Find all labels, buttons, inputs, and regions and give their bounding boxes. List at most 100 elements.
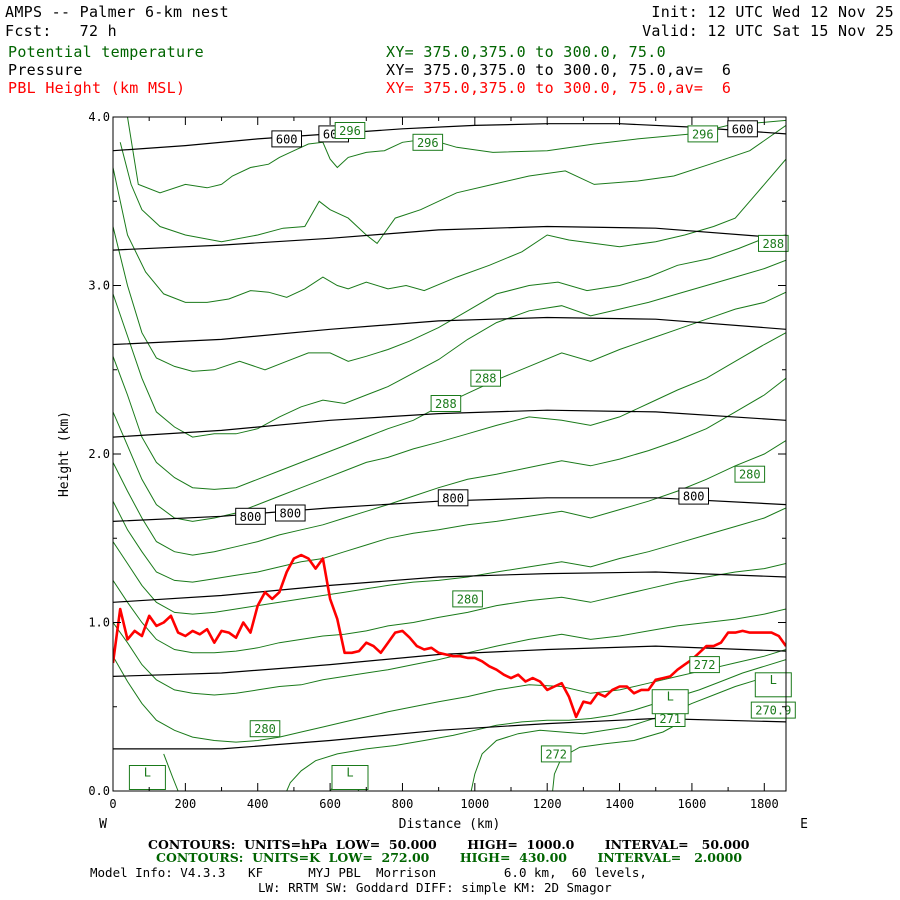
pressure-contour-line — [113, 409, 786, 438]
theta-contour-line — [113, 507, 786, 615]
pressure-label: 800 — [279, 507, 301, 521]
pressure-contour-line — [113, 316, 786, 346]
pressure-contour-line — [113, 645, 786, 677]
pbl-series — [113, 553, 786, 719]
theta-label: 280 — [457, 592, 479, 606]
y-tick-label: 1.0 — [88, 616, 110, 630]
pressure-label: 800 — [240, 510, 262, 524]
pressure-label: 800 — [683, 490, 705, 504]
forecast-hour: Fcst: 72 h — [5, 22, 117, 40]
low-marker-label: L — [770, 673, 777, 687]
low-marker-label: L — [667, 690, 674, 704]
pressure-label-box — [437, 489, 469, 507]
theta-label: 280 — [739, 468, 761, 482]
pressure-label: 600 — [732, 122, 754, 136]
theta-contour-line — [113, 291, 786, 490]
model-title: AMPS -- Palmer 6-km nest — [5, 3, 229, 21]
theta-label-box — [540, 745, 572, 763]
x-tick-label: 1200 — [533, 797, 562, 811]
theta-label: 296 — [692, 127, 714, 141]
x-tick-label: 1600 — [677, 797, 706, 811]
theta-contour-line — [163, 753, 179, 791]
theta-label: 296 — [339, 124, 361, 138]
y-tick-label: 3.0 — [88, 279, 110, 293]
y-tick-label: 4.0 — [88, 110, 110, 124]
valid-time: Valid: 12 UTC Sat 15 Nov 25 — [642, 22, 894, 40]
y-axis-label: Height (km) — [57, 411, 72, 497]
theta-label: 296 — [417, 136, 439, 150]
field-pbl-name: PBL Height (km MSL) — [8, 79, 186, 97]
theta-label-box — [452, 590, 483, 608]
low-marker-box — [754, 672, 792, 698]
pbl-height-line — [113, 553, 786, 719]
theta-label-box — [734, 465, 766, 483]
theta-contour-line — [113, 259, 786, 438]
theta-label: 288 — [475, 372, 497, 386]
theta-label: 272 — [545, 747, 567, 761]
x-tick-label: 1400 — [605, 797, 634, 811]
model-info: Model Info: V4.3.3 KF MYJ PBL Morrison 6… — [90, 865, 647, 880]
pressure-contour-line — [113, 225, 786, 251]
pressure-label-box — [275, 504, 306, 522]
theta-contour-line — [113, 226, 786, 372]
theta-label: 280 — [254, 722, 276, 736]
x-axis-label: Distance (km) — [399, 817, 501, 832]
theta-label-box — [758, 234, 789, 252]
x-tick-label: 1000 — [460, 797, 489, 811]
theta-label-box — [689, 656, 720, 674]
x-tick-label: 400 — [247, 797, 269, 811]
pressure-label-box — [271, 130, 302, 148]
low-marker-label: L — [346, 766, 353, 780]
theta-label-box — [470, 369, 501, 387]
theta-label: 272 — [694, 658, 716, 672]
low-marker-label: L — [144, 766, 151, 780]
theta-label-box — [334, 122, 366, 139]
init-time: Init: 12 UTC Wed 12 Nov 25 — [651, 3, 894, 21]
field-theta-name: Potential temperature — [8, 43, 204, 61]
theta-contour-info: CONTOURS: UNITS=K LOW= 272.00 HIGH= 430.… — [156, 850, 743, 865]
theta-contour-line — [470, 672, 786, 791]
theta-contour-line — [113, 563, 786, 654]
theta-contour-line — [221, 138, 428, 185]
low-marker-box — [651, 689, 689, 715]
west-label: W — [99, 817, 107, 832]
theta-contour-line — [113, 158, 786, 303]
field-theta-xy: XY= 375.0,375.0 to 300.0, 75.0 — [386, 43, 666, 61]
theta-contour-line — [113, 608, 786, 696]
theta-contour-line — [552, 719, 685, 791]
x-tick-label: 600 — [319, 797, 341, 811]
east-label: E — [800, 817, 808, 832]
theta-label-box — [750, 701, 796, 719]
theta-contour-line — [113, 649, 786, 743]
theta-label-box — [687, 125, 719, 143]
pressure-label-box — [678, 487, 710, 505]
pressure-contour-line — [113, 123, 786, 152]
theta-label: 288 — [762, 237, 784, 251]
pressure-contour-info: CONTOURS: UNITS=hPa LOW= 50.000 HIGH= 10… — [148, 837, 750, 852]
x-tick-label: 200 — [175, 797, 197, 811]
x-tick-label: 800 — [392, 797, 414, 811]
theta-contour-line — [113, 440, 786, 583]
theta-contour-line — [286, 659, 786, 791]
y-tick-label: 2.0 — [88, 447, 110, 461]
theta-contour-line — [127, 117, 222, 194]
field-pressure-name: Pressure — [8, 61, 83, 79]
theta-label: 271 — [659, 712, 681, 726]
pressure-contour-line — [113, 571, 786, 603]
field-pbl-xy: XY= 375.0,375.0 to 300.0, 75.0,av= 6 — [386, 79, 732, 97]
low-marker-box — [128, 765, 166, 790]
pressure-label: 600 — [276, 132, 298, 146]
y-tick-label: 0.0 — [88, 784, 110, 798]
axes: 0 200 400 600 800 1000 1200 1400 1600 1800 0.0 1.0 2… — [57, 110, 808, 832]
theta-contour-line — [119, 124, 786, 245]
theta-label-box — [412, 133, 444, 151]
pressure-label-box — [727, 120, 758, 138]
theta-contour-line — [113, 332, 786, 522]
x-tick-label: 1800 — [750, 797, 779, 811]
physics-info: LW: RRTM SW: Goddard DIFF: simple KM: 2D… — [258, 880, 612, 895]
theta-label: 288 — [435, 397, 457, 411]
x-tick-label: 0 — [109, 797, 116, 811]
low-marker-box — [331, 765, 369, 790]
